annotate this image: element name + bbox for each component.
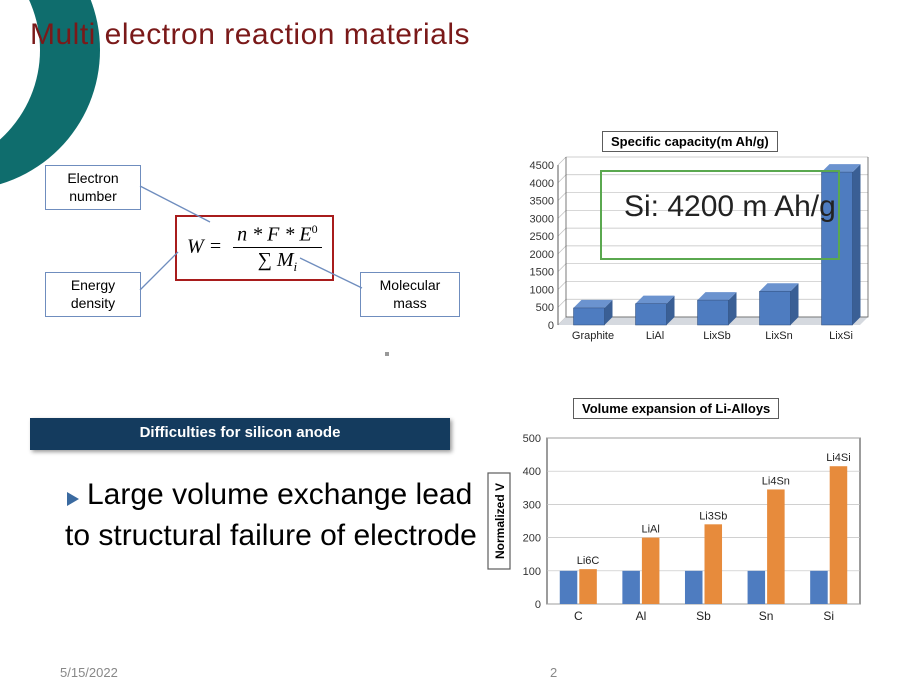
formula-numerator: n * F * E0 xyxy=(233,223,321,248)
svg-text:500: 500 xyxy=(536,302,554,314)
formula-lhs: W = xyxy=(187,235,222,257)
slide-marker xyxy=(385,352,389,356)
svg-text:300: 300 xyxy=(523,499,541,511)
svg-text:LiAl: LiAl xyxy=(646,330,664,342)
svg-text:Li4Sn: Li4Sn xyxy=(762,475,790,487)
svg-text:Normalized V: Normalized V xyxy=(493,483,507,559)
difficulties-banner: Difficulties for silicon anode xyxy=(30,418,450,450)
bullet-content: Large volume exchange lead to structural… xyxy=(65,478,477,552)
footer-date: 5/15/2022 xyxy=(60,665,118,680)
chart2: 0 100 200 300 400 500 Normalized V C Li6C Al LiA… xyxy=(485,420,870,630)
footer-page: 2 xyxy=(550,665,557,680)
svg-text:3000: 3000 xyxy=(530,213,554,225)
svg-text:0: 0 xyxy=(535,599,541,611)
chart1-annotation: Si: 4200 m Ah/g xyxy=(624,190,836,224)
label-text: Molecular mass xyxy=(380,277,441,311)
svg-text:3500: 3500 xyxy=(530,196,554,208)
svg-text:LixSn: LixSn xyxy=(765,330,793,342)
label-text: Electron number xyxy=(67,170,118,204)
svg-text:Si: Si xyxy=(823,609,834,623)
svg-text:C: C xyxy=(574,609,583,623)
label-energy-density: Energy density xyxy=(45,272,141,317)
svg-text:Li4Si: Li4Si xyxy=(826,452,850,464)
svg-text:2500: 2500 xyxy=(530,231,554,243)
svg-text:400: 400 xyxy=(523,466,541,478)
svg-text:LixSi: LixSi xyxy=(829,330,853,342)
arrow-icon xyxy=(65,479,83,520)
svg-text:2000: 2000 xyxy=(530,249,554,261)
svg-text:Graphite: Graphite xyxy=(572,330,614,342)
svg-text:Li3Sb: Li3Sb xyxy=(699,510,727,522)
svg-text:1000: 1000 xyxy=(530,284,554,296)
svg-text:0: 0 xyxy=(548,320,554,332)
chart1-title: Specific capacity(m Ah/g) xyxy=(602,131,778,152)
label-electron-number: Electron number xyxy=(45,165,141,210)
svg-text:4000: 4000 xyxy=(530,178,554,190)
page-title: Multi electron reaction materials xyxy=(30,18,470,52)
svg-text:Li6C: Li6C xyxy=(577,555,600,567)
svg-text:Al: Al xyxy=(636,609,647,623)
svg-text:100: 100 xyxy=(523,566,541,578)
svg-text:LixSb: LixSb xyxy=(703,330,731,342)
svg-text:4500: 4500 xyxy=(530,160,554,172)
svg-text:Sb: Sb xyxy=(696,609,711,623)
label-molecular-mass: Molecular mass xyxy=(360,272,460,317)
svg-text:1500: 1500 xyxy=(530,267,554,279)
svg-text:LiAl: LiAl xyxy=(641,524,659,536)
chart2-title: Volume expansion of Li-Alloys xyxy=(573,398,779,419)
svg-text:500: 500 xyxy=(523,433,541,445)
bullet-text: Large volume exchange lead to structural… xyxy=(65,475,485,556)
formula-box: W = n * F * E0 ∑ Mi xyxy=(175,215,334,281)
label-text: Energy density xyxy=(71,277,115,311)
formula-denominator: ∑ Mi xyxy=(233,248,321,273)
svg-text:Sn: Sn xyxy=(759,609,774,623)
svg-text:200: 200 xyxy=(523,533,541,545)
